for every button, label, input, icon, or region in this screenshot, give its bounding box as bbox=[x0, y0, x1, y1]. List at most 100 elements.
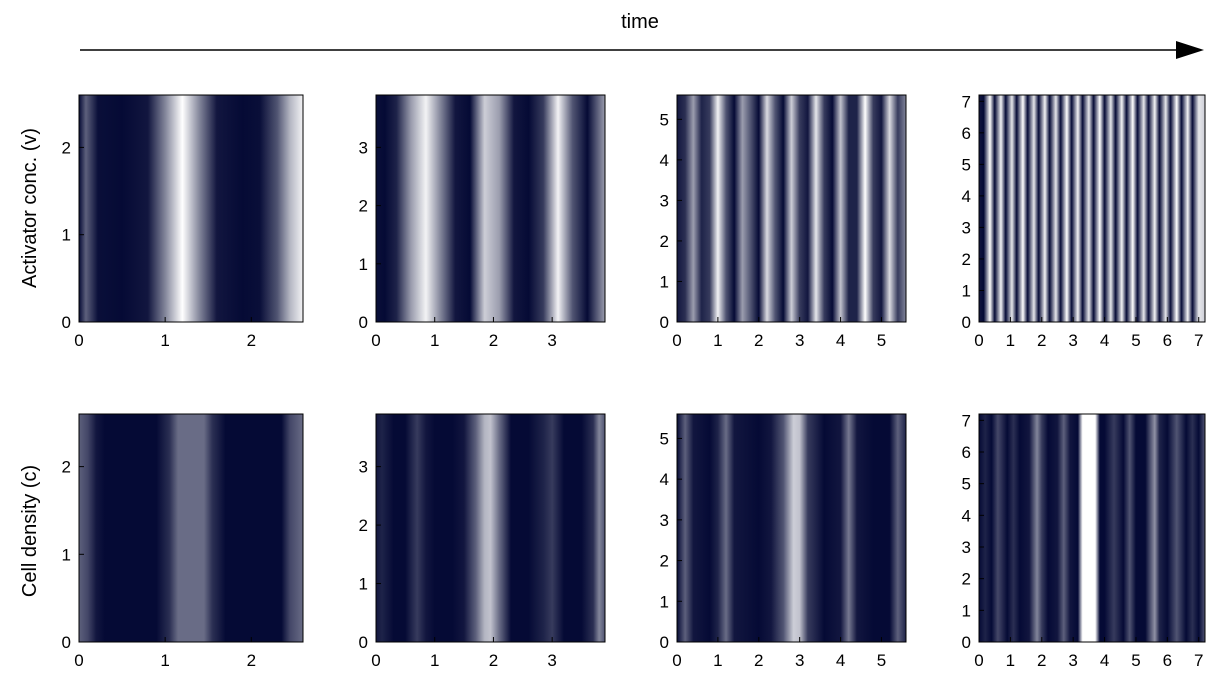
y-tick-label: 3 bbox=[359, 138, 368, 157]
panel-r1-c1: 0 1 2 3 0 1 2 3 bbox=[359, 413, 606, 670]
y-tick-label: 3 bbox=[359, 458, 368, 477]
x-tick-label: 2 bbox=[754, 651, 763, 670]
y-tick-label: 1 bbox=[359, 575, 368, 594]
x-tick-label: 2 bbox=[1037, 651, 1046, 670]
plot-frame bbox=[375, 94, 606, 323]
x-tick-label: 0 bbox=[672, 331, 681, 350]
plot-frame bbox=[978, 94, 1206, 323]
heatmap-image bbox=[79, 95, 303, 322]
x-tick-label: 1 bbox=[713, 651, 722, 670]
y-tick-label: 5 bbox=[962, 155, 971, 174]
y-tick-label: 2 bbox=[962, 570, 971, 589]
x-tick-label: 1 bbox=[160, 331, 169, 350]
y-tick-label: 1 bbox=[62, 226, 71, 245]
x-tick-label: 0 bbox=[974, 331, 983, 350]
y-tick-label: 7 bbox=[962, 92, 971, 111]
x-tick-label: 3 bbox=[795, 331, 804, 350]
y-tick-label: 4 bbox=[660, 151, 669, 170]
y-tick-label: 4 bbox=[660, 470, 669, 489]
y-tick-label: 1 bbox=[660, 592, 669, 611]
x-tick-label: 2 bbox=[1037, 331, 1046, 350]
x-tick-label: 0 bbox=[371, 651, 380, 670]
x-tick-label: 3 bbox=[1068, 651, 1077, 670]
y-tick-label: 0 bbox=[359, 313, 368, 332]
y-tick-label: 0 bbox=[962, 633, 971, 652]
plot-frame bbox=[375, 413, 606, 643]
y-tick-label: 2 bbox=[359, 516, 368, 535]
y-tick-label: 5 bbox=[660, 110, 669, 129]
time-label: time bbox=[621, 11, 659, 33]
x-tick-label: 1 bbox=[713, 331, 722, 350]
y-tick-label: 4 bbox=[962, 506, 971, 525]
x-tick-label: 5 bbox=[877, 651, 886, 670]
x-tick-label: 4 bbox=[1100, 651, 1109, 670]
time-arrow-group: time bbox=[80, 11, 1204, 59]
x-tick-label: 7 bbox=[1194, 651, 1203, 670]
y-tick-label: 1 bbox=[660, 272, 669, 291]
panel-r1-c2: 0 1 2 3 4 5 0 1 2 3 4 5 bbox=[660, 413, 907, 670]
plot-frame bbox=[78, 94, 304, 323]
x-tick-label: 4 bbox=[836, 651, 845, 670]
heatmap-image bbox=[677, 95, 906, 322]
panel-r0-c2: 0 1 2 3 4 5 0 1 2 3 4 5 bbox=[660, 94, 907, 350]
panel-r0-c1: 0 1 2 3 0 1 2 3 bbox=[359, 94, 606, 350]
row-1-ylabel: Cell density (c) bbox=[19, 465, 41, 597]
heatmap-image bbox=[979, 95, 1205, 322]
time-arrowhead-icon bbox=[1176, 41, 1204, 59]
y-tick-label: 2 bbox=[62, 138, 71, 157]
y-tick-label: 5 bbox=[962, 475, 971, 494]
y-tick-label: 6 bbox=[962, 443, 971, 462]
y-tick-label: 4 bbox=[962, 187, 971, 206]
y-tick-label: 3 bbox=[962, 218, 971, 237]
x-tick-label: 2 bbox=[754, 331, 763, 350]
y-tick-label: 2 bbox=[359, 197, 368, 216]
y-tick-label: 0 bbox=[660, 313, 669, 332]
y-tick-label: 7 bbox=[962, 411, 971, 430]
x-tick-label: 5 bbox=[1131, 651, 1140, 670]
plot-frame bbox=[978, 413, 1206, 643]
x-tick-label: 3 bbox=[795, 651, 804, 670]
y-tick-label: 1 bbox=[962, 601, 971, 620]
panel-r0-c3: 0 1 2 3 4 5 6 7 0 1 2 3 4 5 6 7 bbox=[962, 92, 1206, 350]
panel-r0-c0: 0 1 2 0 1 2 bbox=[62, 94, 304, 350]
x-tick-label: 1 bbox=[1006, 651, 1015, 670]
y-tick-label: 2 bbox=[660, 552, 669, 571]
y-tick-label: 3 bbox=[962, 538, 971, 557]
panel-r1-c0: 0 1 2 0 1 2 bbox=[62, 413, 304, 670]
y-tick-label: 6 bbox=[962, 124, 971, 143]
panels-group: 0 1 2 0 1 2 0 1 2 3 0 1 2 3 0 1 2 3 4 5 0 1 2 3 4 5 0 1 2 3 4 5 6 7 0 1 2 3 4 5… bbox=[62, 92, 1206, 670]
x-tick-label: 2 bbox=[247, 651, 256, 670]
x-tick-label: 0 bbox=[74, 331, 83, 350]
y-tick-label: 3 bbox=[660, 191, 669, 210]
row-0-ylabel: Activator conc. (v) bbox=[19, 128, 41, 288]
plot-frame bbox=[676, 94, 907, 323]
x-tick-label: 4 bbox=[836, 331, 845, 350]
x-tick-label: 0 bbox=[371, 331, 380, 350]
y-tick-label: 3 bbox=[660, 511, 669, 530]
heatmap-image bbox=[376, 414, 605, 642]
x-tick-label: 1 bbox=[430, 651, 439, 670]
x-tick-label: 1 bbox=[160, 651, 169, 670]
x-tick-label: 7 bbox=[1194, 331, 1203, 350]
y-tick-label: 0 bbox=[359, 633, 368, 652]
heatmap-image bbox=[79, 414, 303, 642]
x-tick-label: 0 bbox=[672, 651, 681, 670]
y-tick-label: 2 bbox=[660, 232, 669, 251]
y-tick-label: 0 bbox=[62, 313, 71, 332]
x-tick-label: 5 bbox=[1131, 331, 1140, 350]
y-tick-label: 2 bbox=[962, 250, 971, 269]
y-tick-label: 1 bbox=[359, 255, 368, 274]
heatmap-image bbox=[376, 95, 605, 322]
y-tick-label: 5 bbox=[660, 429, 669, 448]
y-tick-label: 0 bbox=[660, 633, 669, 652]
x-tick-label: 0 bbox=[74, 651, 83, 670]
x-tick-label: 1 bbox=[430, 331, 439, 350]
x-tick-label: 6 bbox=[1163, 331, 1172, 350]
heatmap-image bbox=[979, 414, 1205, 642]
x-tick-label: 2 bbox=[489, 651, 498, 670]
x-tick-label: 1 bbox=[1006, 331, 1015, 350]
y-tick-label: 1 bbox=[62, 545, 71, 564]
y-tick-label: 2 bbox=[62, 458, 71, 477]
x-tick-label: 5 bbox=[877, 331, 886, 350]
